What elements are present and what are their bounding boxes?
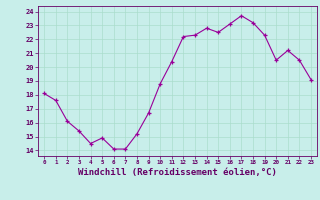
X-axis label: Windchill (Refroidissement éolien,°C): Windchill (Refroidissement éolien,°C) xyxy=(78,168,277,177)
